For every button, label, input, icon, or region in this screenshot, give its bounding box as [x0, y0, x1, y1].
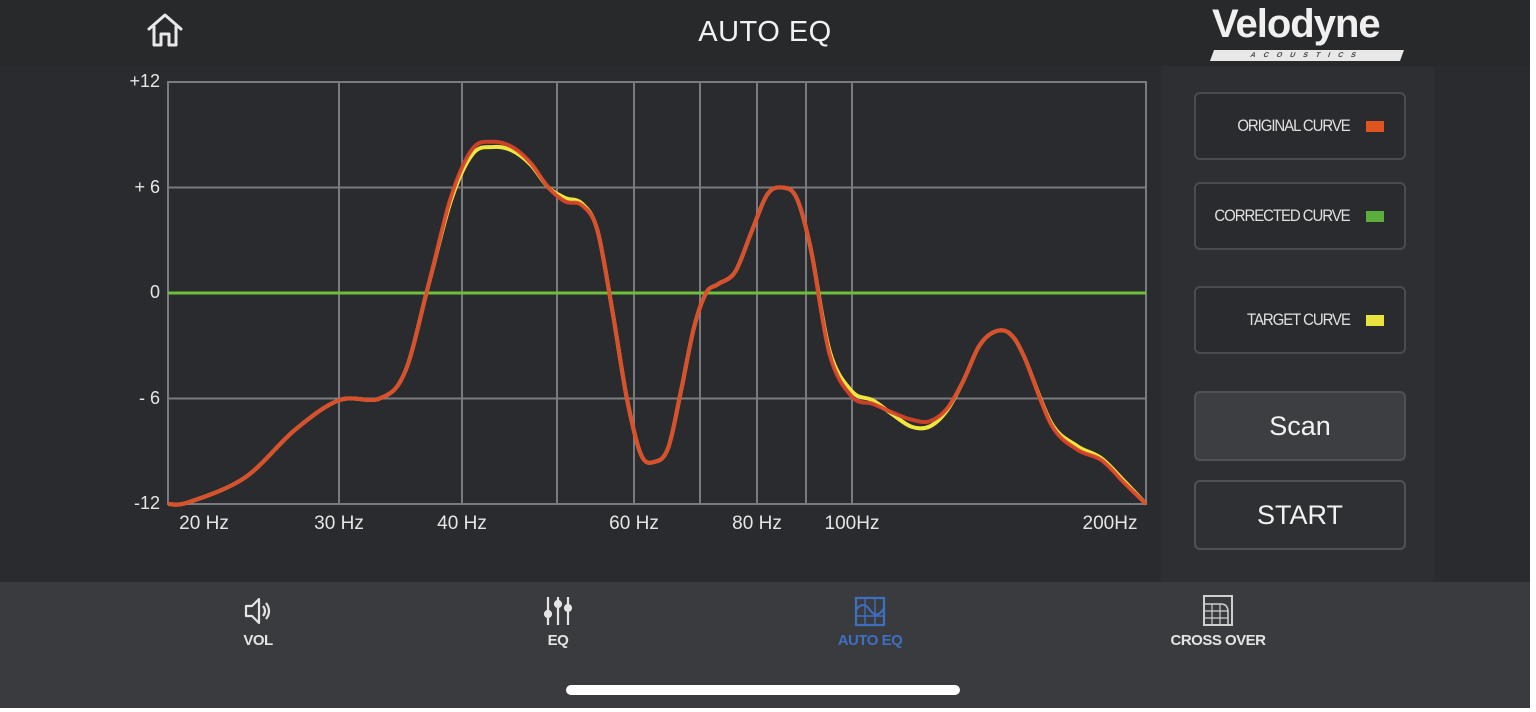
corrected-curve-toggle[interactable]: CORRECTED CURVE	[1194, 182, 1406, 250]
panel-spacer	[1434, 66, 1530, 582]
top-bar: AUTO EQ Velodyne ACOUSTICS	[0, 0, 1530, 66]
tab-eq-label: EQ	[547, 632, 569, 649]
home-icon	[147, 13, 183, 47]
tab-vol[interactable]: VOL	[158, 594, 358, 664]
target-curve-toggle[interactable]: TARGET CURVE	[1194, 286, 1406, 354]
home-indicator[interactable]	[566, 685, 960, 695]
y-tick-label: - 6	[138, 387, 160, 408]
tab-cross-over[interactable]: CROSS OVER	[1118, 594, 1318, 664]
x-tick-label: 100Hz	[824, 513, 880, 534]
tab-auto-eq-label: AUTO EQ	[837, 632, 903, 649]
target-curve-label: TARGET CURVE	[1247, 310, 1351, 329]
target-curve-swatch	[1366, 315, 1384, 326]
x-tick-label: 20 Hz	[179, 513, 229, 534]
x-tick-label: 80 Hz	[732, 513, 782, 534]
eq-plot	[167, 81, 1148, 507]
page-title: AUTO EQ	[698, 16, 832, 48]
original-curve-label: ORIGINAL CURVE	[1237, 116, 1351, 135]
target-curve-line	[167, 144, 1148, 507]
brand-name: Velodyne	[1212, 2, 1381, 46]
start-button[interactable]: START	[1194, 480, 1406, 550]
x-tick-label: 200Hz	[1082, 513, 1138, 534]
x-tick-label: 40 Hz	[437, 513, 487, 534]
y-tick-label: -12	[133, 493, 160, 513]
auto-eq-icon	[854, 596, 886, 627]
original-curve-swatch	[1366, 121, 1384, 132]
tab-vol-label: VOL	[243, 632, 273, 649]
crossover-icon	[1203, 595, 1233, 626]
eq-chart: +12 + 6 0 - 6 -12 20 Hz 30 Hz 40 Hz 60 Hz 80 Hz 1…	[0, 66, 1160, 582]
scan-button[interactable]: Scan	[1194, 391, 1406, 461]
main-content: +12 + 6 0 - 6 -12 20 Hz 30 Hz 40 Hz 60 Hz 80 Hz 1…	[0, 66, 1530, 582]
corrected-curve-swatch	[1366, 211, 1384, 222]
brand-subtitle: ACOUSTICS	[1209, 50, 1405, 61]
sliders-icon	[543, 597, 573, 625]
original-curve-toggle[interactable]: ORIGINAL CURVE	[1194, 92, 1406, 160]
tab-auto-eq[interactable]: AUTO EQ	[770, 594, 970, 664]
original-curve-line	[167, 139, 1148, 507]
home-button[interactable]	[146, 12, 184, 48]
y-tick-label: +12	[129, 71, 160, 91]
x-tick-label: 60 Hz	[609, 513, 659, 534]
speaker-icon	[244, 597, 271, 625]
corrected-curve-label: CORRECTED CURVE	[1214, 206, 1351, 225]
tab-cross-over-label: CROSS OVER	[1170, 632, 1266, 649]
tab-eq[interactable]: EQ	[458, 594, 658, 664]
y-tick-label: + 6	[134, 176, 160, 197]
brand-logo: Velodyne ACOUSTICS	[1206, 2, 1410, 64]
x-tick-label: 30 Hz	[314, 513, 364, 534]
bottom-tab-bar: VOL EQ AUTO EQ	[0, 582, 1530, 708]
y-tick-label: 0	[149, 282, 160, 302]
